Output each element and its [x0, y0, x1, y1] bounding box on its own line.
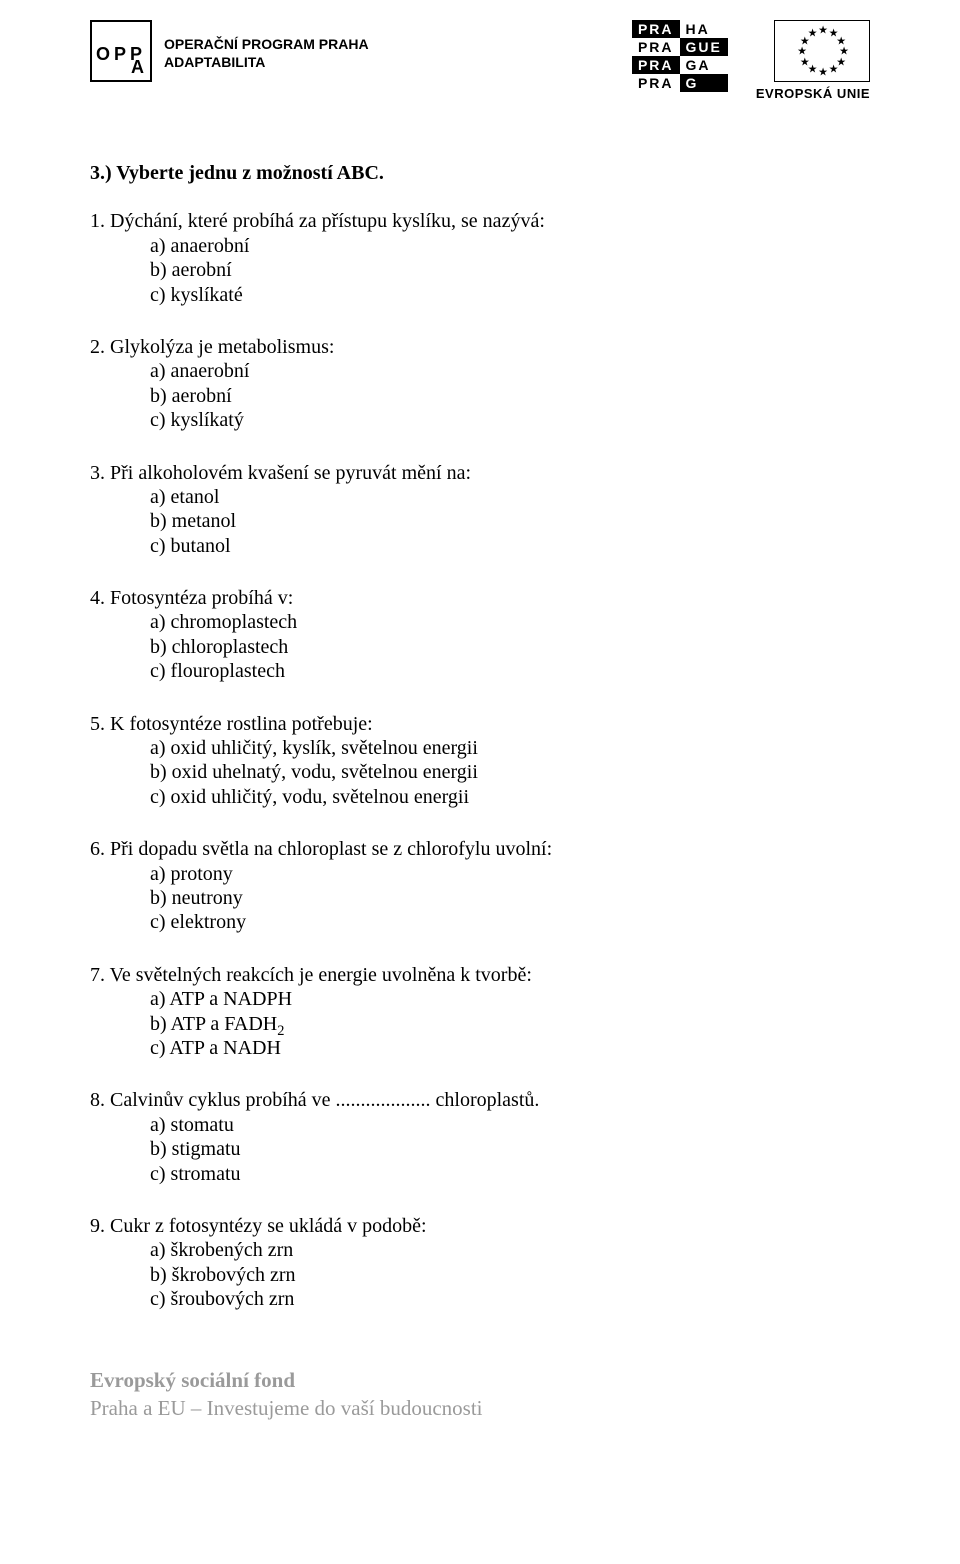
- logo-prague-cell: PRA: [632, 38, 680, 56]
- option: b) stigmatu: [150, 1137, 870, 1161]
- option: a) anaerobní: [150, 359, 870, 383]
- question: 9. Cukr z fotosyntézy se ukládá v podobě…: [90, 1214, 870, 1312]
- logo-opp-title-l2: ADAPTABILITA: [164, 54, 369, 72]
- logo-opp-icon: OPP A: [90, 20, 152, 82]
- options: a) protonyb) neutronyc) elektrony: [90, 862, 870, 935]
- question-text: 8. Calvinův cyklus probíhá ve ..........…: [90, 1088, 870, 1112]
- logo-prague-cell: PRA: [632, 74, 680, 92]
- option: c) kyslíkatý: [150, 408, 870, 432]
- footer-block: Evropský sociální fond Praha a EU – Inve…: [90, 1367, 870, 1422]
- option: c) oxid uhličitý, vodu, světelnou energi…: [150, 785, 870, 809]
- logo-eu-block: ★★★★★★★★★★★★ EVROPSKÁ UNIE: [756, 20, 870, 101]
- eu-star-icon: ★: [829, 65, 839, 76]
- logo-prague-cell: HA: [680, 20, 728, 38]
- options: a) škrobených zrnb) škrobových zrnc) šro…: [90, 1238, 870, 1311]
- option: a) chromoplastech: [150, 610, 870, 634]
- options: a) anaerobníb) aerobníc) kyslíkaté: [90, 234, 870, 307]
- question: 2. Glykolýza je metabolismus:a) anaerobn…: [90, 335, 870, 433]
- logo-prague-cell: PRA: [632, 20, 680, 38]
- options: a) etanolb) metanolc) butanol: [90, 485, 870, 558]
- logo-opp-block: OPP A OPERAČNÍ PROGRAM PRAHA ADAPTABILIT…: [90, 20, 369, 82]
- question-text: 9. Cukr z fotosyntézy se ukládá v podobě…: [90, 1214, 870, 1238]
- question-text: 6. Při dopadu světla na chloroplast se z…: [90, 837, 870, 861]
- logo-prague-cell: GA: [680, 56, 728, 74]
- eu-star-icon: ★: [818, 68, 828, 79]
- question: 5. K fotosyntéze rostlina potřebuje:a) o…: [90, 712, 870, 810]
- question-text: 4. Fotosyntéza probíhá v:: [90, 586, 870, 610]
- eu-star-icon: ★: [797, 47, 807, 58]
- questions-list: 1. Dýchání, které probíhá za přístupu ky…: [90, 209, 870, 1311]
- logo-prague-cell: PRA: [632, 56, 680, 74]
- eu-star-icon: ★: [818, 26, 828, 37]
- option: b) neutrony: [150, 886, 870, 910]
- options: a) oxid uhličitý, kyslík, světelnou ener…: [90, 736, 870, 809]
- question: 3. Při alkoholovém kvašení se pyruvát mě…: [90, 461, 870, 559]
- option: a) etanol: [150, 485, 870, 509]
- option: a) stomatu: [150, 1113, 870, 1137]
- options: a) chromoplastechb) chloroplastechc) flo…: [90, 610, 870, 683]
- logo-opp-title: OPERAČNÍ PROGRAM PRAHA ADAPTABILITA: [164, 20, 369, 71]
- question: 1. Dýchání, které probíhá za přístupu ky…: [90, 209, 870, 307]
- logo-prague-icon: PRAHAPRAGUEPRAGAPRAG: [632, 20, 728, 92]
- option: a) ATP a NADPH: [150, 987, 870, 1011]
- logos-right: PRAHAPRAGUEPRAGAPRAG ★★★★★★★★★★★★ EVROPS…: [632, 20, 870, 101]
- options: a) anaerobníb) aerobníc) kyslíkatý: [90, 359, 870, 432]
- eu-label: EVROPSKÁ UNIE: [756, 86, 870, 101]
- option: a) oxid uhličitý, kyslík, světelnou ener…: [150, 736, 870, 760]
- option: c) ATP a NADH: [150, 1036, 870, 1060]
- eu-star-icon: ★: [808, 28, 818, 39]
- option: c) stromatu: [150, 1162, 870, 1186]
- option: b) ATP a FADH2: [150, 1012, 870, 1036]
- logo-opp-row2: A: [131, 57, 144, 78]
- option: b) chloroplastech: [150, 635, 870, 659]
- footer-line2: Praha a EU – Investujeme do vaší budoucn…: [90, 1395, 870, 1422]
- question-text: 3. Při alkoholovém kvašení se pyruvát mě…: [90, 461, 870, 485]
- footer-line1: Evropský sociální fond: [90, 1367, 870, 1394]
- option: b) metanol: [150, 509, 870, 533]
- eu-flag-icon: ★★★★★★★★★★★★: [774, 20, 870, 82]
- logo-prague-cell: GUE: [680, 38, 728, 56]
- eu-star-icon: ★: [800, 57, 810, 68]
- question-text: 7. Ve světelných reakcích je energie uvo…: [90, 963, 870, 987]
- option: b) škrobových zrn: [150, 1263, 870, 1287]
- logo-prague-cell: G: [680, 74, 728, 92]
- option: c) kyslíkaté: [150, 283, 870, 307]
- option: c) elektrony: [150, 910, 870, 934]
- question: 6. Při dopadu světla na chloroplast se z…: [90, 837, 870, 935]
- question-text: 2. Glykolýza je metabolismus:: [90, 335, 870, 359]
- header-logos: OPP A OPERAČNÍ PROGRAM PRAHA ADAPTABILIT…: [90, 20, 870, 101]
- question-text: 1. Dýchání, které probíhá za přístupu ky…: [90, 209, 870, 233]
- option: a) škrobených zrn: [150, 1238, 870, 1262]
- options: a) stomatub) stigmatuc) stromatu: [90, 1113, 870, 1186]
- question: 7. Ve světelných reakcích je energie uvo…: [90, 963, 870, 1061]
- question: 8. Calvinův cyklus probíhá ve ..........…: [90, 1088, 870, 1186]
- option: b) aerobní: [150, 384, 870, 408]
- document-body: 3.) Vyberte jednu z možností ABC. 1. Dýc…: [90, 161, 870, 1311]
- option: c) flouroplastech: [150, 659, 870, 683]
- option: c) butanol: [150, 534, 870, 558]
- option: a) anaerobní: [150, 234, 870, 258]
- logo-opp-title-l1: OPERAČNÍ PROGRAM PRAHA: [164, 36, 369, 54]
- option: b) aerobní: [150, 258, 870, 282]
- options: a) ATP a NADPHb) ATP a FADH2c) ATP a NAD…: [90, 987, 870, 1060]
- option: b) oxid uhelnatý, vodu, světelnou energi…: [150, 760, 870, 784]
- option: c) šroubových zrn: [150, 1287, 870, 1311]
- option: a) protony: [150, 862, 870, 886]
- section-title: 3.) Vyberte jednu z možností ABC.: [90, 161, 870, 185]
- question-text: 5. K fotosyntéze rostlina potřebuje:: [90, 712, 870, 736]
- question: 4. Fotosyntéza probíhá v:a) chromoplaste…: [90, 586, 870, 684]
